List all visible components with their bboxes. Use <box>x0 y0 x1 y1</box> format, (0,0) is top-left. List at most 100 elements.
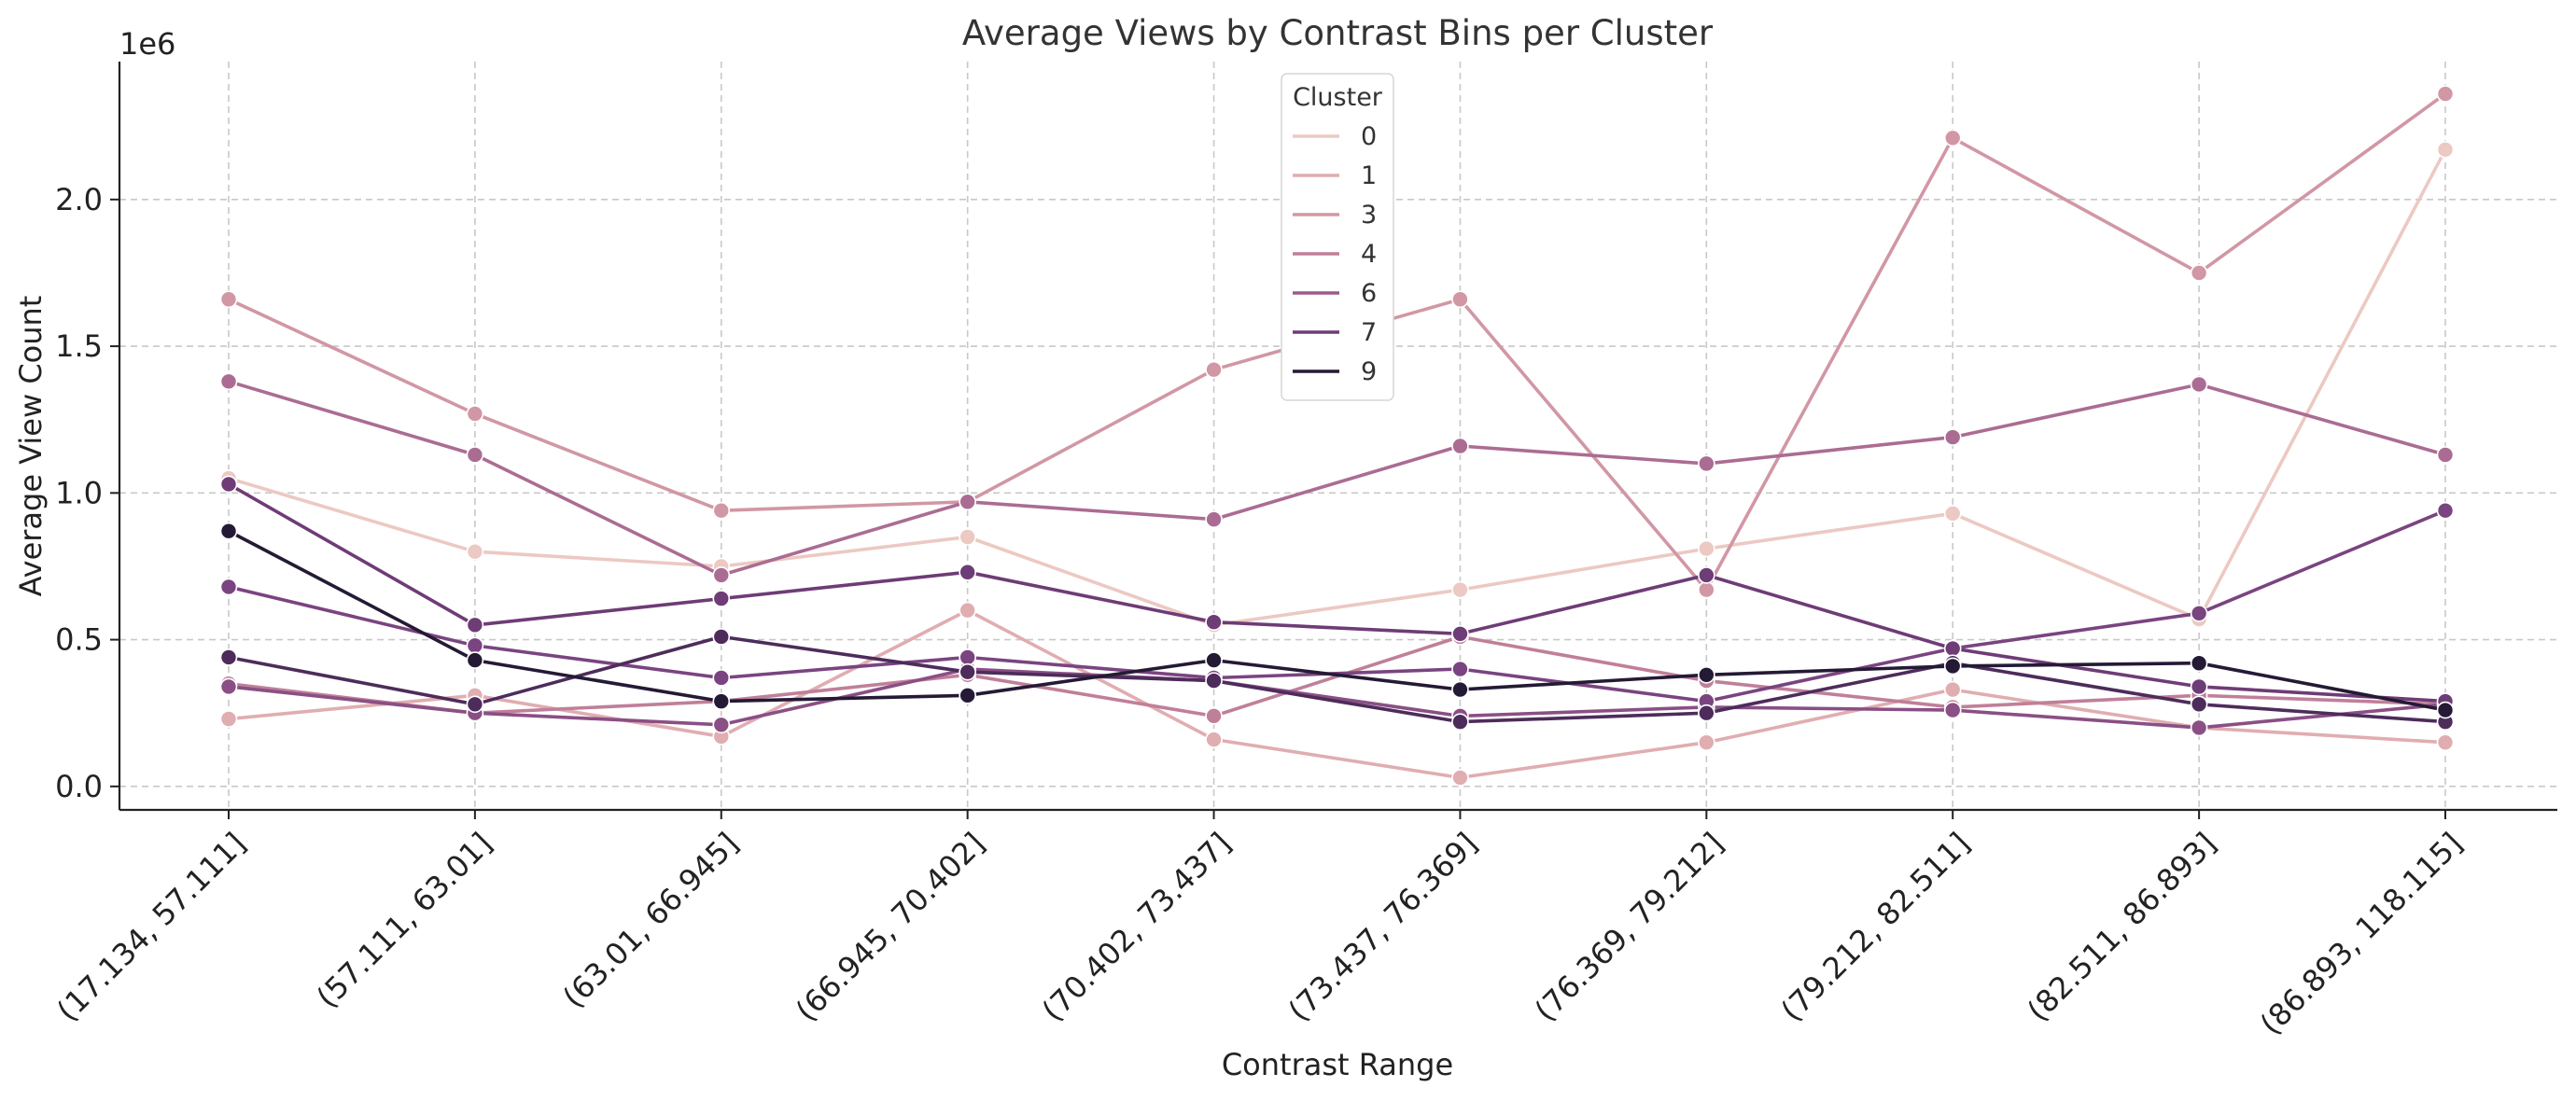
series-line <box>227 379 2447 578</box>
data-point <box>1451 437 1469 455</box>
data-point <box>712 669 731 687</box>
data-point <box>2190 375 2208 394</box>
data-point <box>1943 701 1962 719</box>
x-tick-label: (57.111, 63.01] <box>310 826 499 1015</box>
x-tick-label: (82.511, 86.893] <box>2021 826 2223 1028</box>
data-point <box>1698 454 1715 473</box>
data-point <box>959 648 976 666</box>
x-tick-label: (70.402, 73.437] <box>1035 826 1238 1028</box>
x-tick-label: (17.134, 57.111] <box>49 826 252 1028</box>
data-point <box>1943 505 1962 523</box>
x-tick-label: (66.945, 70.402] <box>789 826 991 1028</box>
series-line <box>227 608 2447 780</box>
data-point <box>2190 695 2208 714</box>
legend-label: 1 <box>1361 161 1377 190</box>
data-point <box>712 566 731 584</box>
data-point <box>2436 501 2455 520</box>
y-tick-label: 2.0 <box>55 182 103 217</box>
data-point <box>2190 718 2208 737</box>
data-point <box>1698 580 1715 599</box>
data-point <box>1205 651 1223 669</box>
legend-title: Cluster <box>1293 83 1383 112</box>
legend: Cluster 0 1 3 4 6 7 9 <box>1281 73 1394 401</box>
data-point <box>2190 264 2208 282</box>
data-point <box>1451 580 1469 599</box>
data-point <box>466 542 484 561</box>
data-point <box>2190 604 2208 622</box>
series-line <box>227 634 2447 724</box>
data-point <box>1698 704 1715 722</box>
y-axis-label: Average View Count <box>13 296 49 597</box>
x-tick-label: (79.212, 82.511] <box>1774 826 1977 1028</box>
data-point <box>2436 701 2455 719</box>
y-tick-label: 0.0 <box>55 769 103 804</box>
data-point <box>1698 566 1715 584</box>
legend-label: 3 <box>1361 201 1377 230</box>
data-point <box>1698 666 1715 684</box>
data-point <box>219 677 238 696</box>
data-point <box>219 290 238 309</box>
data-point <box>1451 660 1469 678</box>
data-point <box>219 475 238 494</box>
data-point <box>466 446 484 464</box>
data-point <box>712 692 731 710</box>
data-point <box>959 493 976 511</box>
data-point <box>2436 85 2455 103</box>
legend-label: 9 <box>1361 357 1377 386</box>
data-point <box>1698 733 1715 751</box>
y-tick-label: 0.5 <box>55 622 103 658</box>
series-cluster-1 <box>219 601 2455 787</box>
data-point <box>1451 713 1469 731</box>
x-tick-label: (63.01, 66.945] <box>556 826 746 1015</box>
y-tick-label: 1.0 <box>55 475 103 510</box>
data-point <box>1205 360 1223 379</box>
data-point <box>1943 680 1962 699</box>
data-point <box>466 636 484 655</box>
data-point <box>959 601 976 620</box>
data-point <box>1205 731 1223 748</box>
data-point <box>466 695 484 714</box>
data-point <box>959 662 976 681</box>
data-point <box>219 522 238 540</box>
data-point <box>959 563 976 581</box>
x-tick-label: (86.893, 118.115] <box>2253 826 2470 1042</box>
series-cluster-6 <box>219 372 2455 584</box>
data-point <box>1205 672 1223 690</box>
legend-label: 0 <box>1361 122 1377 151</box>
y-axis-multiplier: 1e6 <box>119 26 175 62</box>
data-point <box>2190 677 2208 696</box>
x-tick-label: (73.437, 76.369] <box>1281 826 1484 1028</box>
data-point <box>1205 510 1223 528</box>
series-line <box>227 529 2447 712</box>
data-point <box>466 651 484 669</box>
data-point <box>466 616 484 634</box>
legend-label: 7 <box>1361 318 1377 347</box>
legend-label: 4 <box>1361 240 1377 269</box>
data-point <box>1205 707 1223 725</box>
data-point <box>1451 769 1469 787</box>
data-point <box>219 372 238 391</box>
series-line <box>227 482 2447 704</box>
data-point <box>1943 639 1962 658</box>
data-point <box>712 501 731 520</box>
legend-box <box>1281 73 1394 401</box>
legend-label: 6 <box>1361 279 1377 308</box>
data-point <box>959 528 976 546</box>
data-point <box>1943 129 1962 147</box>
data-point <box>219 578 238 596</box>
data-point <box>1943 657 1962 676</box>
data-point <box>712 716 731 734</box>
data-point <box>1698 539 1715 558</box>
series-line <box>227 667 2447 730</box>
data-point <box>466 405 484 423</box>
data-point <box>712 590 731 607</box>
data-point <box>2436 733 2455 751</box>
data-point <box>219 648 238 666</box>
chart-title: Average Views by Contrast Bins per Clust… <box>962 13 1714 53</box>
data-point <box>712 628 731 646</box>
series-cluster-9 <box>219 522 2455 719</box>
data-point <box>1205 613 1223 632</box>
data-point <box>2436 141 2455 159</box>
